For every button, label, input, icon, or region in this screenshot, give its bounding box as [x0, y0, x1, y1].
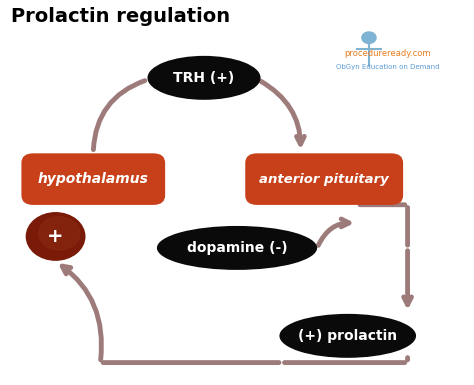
Ellipse shape — [147, 56, 261, 100]
Text: dopamine (-): dopamine (-) — [187, 241, 287, 255]
Text: (+) prolactin: (+) prolactin — [298, 329, 397, 343]
Text: ObGyn Education on Demand: ObGyn Education on Demand — [336, 64, 439, 70]
Text: anterior pituitary: anterior pituitary — [259, 172, 389, 186]
Circle shape — [39, 217, 80, 250]
Circle shape — [27, 213, 85, 260]
Text: hypothalamus: hypothalamus — [38, 172, 149, 186]
Text: TRH (+): TRH (+) — [173, 71, 235, 85]
FancyBboxPatch shape — [245, 153, 403, 205]
Text: +: + — [47, 227, 64, 246]
Text: procedureready.com: procedureready.com — [345, 49, 431, 58]
Circle shape — [362, 32, 376, 44]
Text: Prolactin regulation: Prolactin regulation — [11, 7, 230, 26]
FancyBboxPatch shape — [21, 153, 165, 205]
Ellipse shape — [157, 226, 317, 270]
Ellipse shape — [279, 314, 416, 358]
